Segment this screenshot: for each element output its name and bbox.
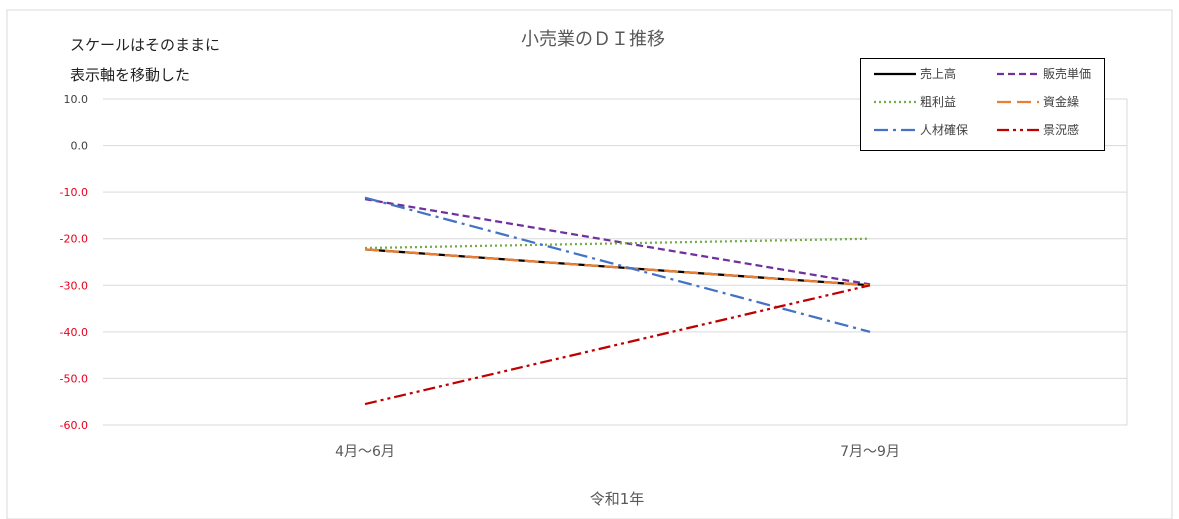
x-tick-label: 7月～9月: [840, 444, 900, 460]
annotation-line-2: 表示軸を移動した: [70, 66, 191, 84]
chart-legend: 売上高 販売単価粗利益 資金繰人材確保 景況感: [860, 58, 1105, 151]
y-tick-label: -40.0: [60, 326, 88, 339]
legend-item: 人材確保: [873, 121, 968, 138]
legend-swatch: [874, 72, 916, 75]
legend-item: 売上高: [873, 65, 956, 82]
legend-item: 景況感: [996, 121, 1079, 138]
series-line-3: [364, 237, 871, 250]
series-line-5: [364, 196, 871, 333]
legend-swatch: [997, 72, 1039, 75]
annotation-line-1: スケールはそのままに: [70, 36, 221, 54]
legend-item: 粗利益: [873, 93, 956, 110]
chart-title: 小売業のＤＩ推移: [521, 29, 665, 50]
y-tick-label: -30.0: [60, 279, 88, 292]
series-line-2: [364, 198, 871, 286]
series-line-4: [364, 248, 871, 287]
legend-label: 売上高: [920, 67, 957, 81]
y-tick-label: -60.0: [60, 419, 88, 432]
y-tick-label: 10.0: [64, 93, 89, 106]
x-axis-title: 令和1年: [590, 490, 645, 508]
y-tick-label: -50.0: [60, 372, 88, 385]
legend-swatch: [874, 100, 916, 103]
legend-item: 販売単価: [996, 65, 1091, 82]
y-tick-label: 0.0: [71, 140, 89, 153]
legend-label: 景況感: [1043, 123, 1080, 137]
legend-label: 人材確保: [920, 123, 969, 137]
legend-item: 資金繰: [996, 93, 1079, 110]
legend-swatch: [874, 128, 916, 131]
legend-swatch: [997, 100, 1039, 103]
legend-label: 販売単価: [1043, 67, 1092, 81]
legend-swatch: [997, 128, 1039, 131]
legend-label: 資金繰: [1043, 95, 1080, 109]
x-tick-label: 4月～6月: [335, 444, 395, 460]
y-tick-label: -20.0: [60, 233, 88, 246]
y-tick-label: -10.0: [60, 186, 88, 199]
legend-label: 粗利益: [920, 95, 957, 109]
